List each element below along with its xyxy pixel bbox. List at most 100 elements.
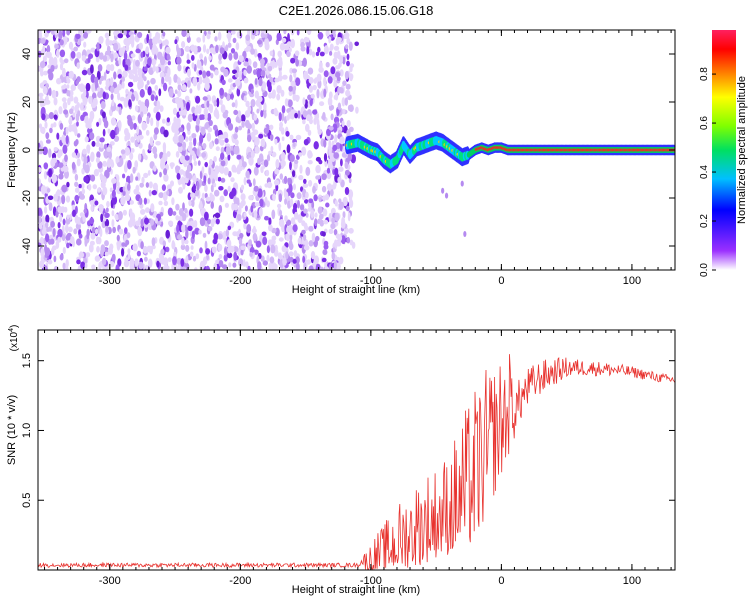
spectrogram-noise-cell: [52, 227, 56, 238]
spectrogram-noise-cell: [76, 158, 81, 167]
spectrogram-noise-cell: [42, 146, 48, 156]
spectrogram-noise-cell: [69, 108, 74, 115]
spectrogram-noise-cell: [186, 122, 191, 132]
spectrogram-noise-cell: [188, 135, 193, 142]
spectrogram-noise-cell: [48, 176, 52, 183]
spectrogram-noise-cell: [308, 240, 314, 247]
colorbar-tick-label: 0.8: [699, 67, 710, 81]
spectrogram-noise-cell: [317, 128, 322, 135]
spectrogram-noise-cell: [206, 100, 210, 108]
spectrogram-noise-cell: [148, 189, 152, 197]
spectrogram-noise-cell: [199, 217, 206, 227]
spectrogram-noise-cell: [51, 247, 55, 256]
spectrogram-noise-cell: [217, 31, 222, 41]
spectrogram-noise-cell: [287, 177, 291, 185]
spectrogram-noise-cell: [330, 66, 336, 75]
spectrogram-xtick-label: 0: [498, 275, 504, 287]
spectrogram-noise-cell: [304, 199, 309, 204]
spectrogram-noise-cell: [202, 44, 207, 53]
spectrogram-noise-cell: [100, 101, 106, 110]
spectrogram-noise-cell: [215, 259, 220, 264]
spectrogram-noise-cell: [155, 95, 158, 102]
spectrogram-noise-cell: [278, 193, 283, 203]
spectrogram-noise-cell: [266, 254, 270, 262]
spectrogram-noise-cell: [148, 67, 154, 75]
spectrogram-noise-cell: [310, 209, 315, 219]
spectrogram-noise-cell: [342, 56, 346, 65]
spectrogram-noise-cell: [236, 198, 240, 206]
spectrogram-noise-cell: [328, 228, 334, 234]
spectrogram-noise-cell: [269, 124, 274, 130]
spectrogram-noise-cell: [289, 154, 295, 163]
spectrogram-noise-cell: [319, 61, 323, 70]
spectrogram-noise-cell: [204, 161, 208, 168]
spectrogram-noise-cell: [245, 34, 251, 41]
spectrogram-noise-cell: [228, 88, 232, 95]
spectrogram-noise-cell: [47, 259, 53, 265]
spectrogram-noise-cell: [150, 77, 156, 85]
spectrogram-noise-cell: [125, 88, 129, 95]
spectrogram-noise-cell: [270, 60, 274, 67]
spectrogram-noise-cell: [110, 86, 115, 94]
spectrogram-noise-cell: [205, 196, 211, 202]
spectrogram-noise-cell: [96, 70, 101, 80]
spectrogram-noise-cell: [288, 251, 294, 257]
spectrogram-noise-cell: [38, 37, 41, 45]
spectrogram-noise-cell: [76, 51, 82, 59]
spectrogram-noise-cell: [158, 200, 163, 206]
spectrogram-noise-cell: [176, 57, 180, 62]
spectrogram-noise-cell: [348, 189, 354, 199]
spectrogram-noise-cell: [85, 82, 91, 92]
spectrogram-noise-cell: [138, 261, 144, 270]
spectrogram-noise-cell: [244, 205, 248, 212]
spectrogram-noise-cell: [243, 212, 247, 218]
spectrogram-noise-cell: [61, 225, 65, 234]
spectrogram-noise-cell: [219, 87, 225, 96]
spectrogram-noise-cell: [178, 127, 184, 133]
spectrogram-noise-cell: [323, 153, 328, 162]
spectrogram-noise-cell: [303, 234, 307, 241]
spectrogram-noise-cell: [154, 84, 159, 91]
spectrogram-noise-cell: [192, 76, 198, 87]
spectrogram-noise-cell: [73, 46, 78, 52]
spectrogram-noise-cell: [66, 84, 70, 89]
spectrogram-noise-cell: [323, 219, 329, 225]
spectrogram-noise-cell: [221, 79, 226, 86]
spectrogram-noise-cell: [149, 245, 153, 255]
spectrogram-noise-cell: [253, 185, 259, 192]
spectrogram-noise-cell: [177, 145, 183, 153]
spectrogram-noise-cell: [290, 38, 296, 49]
spectrogram-noise-cell: [147, 57, 152, 66]
spectrogram-noise-cell: [202, 33, 206, 43]
spectrogram-noise-cell: [50, 220, 55, 228]
spectrogram-noise-cell: [259, 234, 263, 242]
spectrogram-noise-cell: [329, 51, 333, 56]
spectrogram-noise-cell: [332, 144, 338, 152]
spectrogram-noise-cell: [215, 146, 220, 152]
spectrogram-noise-cell: [77, 266, 81, 270]
spectrogram-noise-cell: [129, 121, 134, 130]
spectrogram-noise-cell: [178, 215, 183, 222]
spectrogram-noise-cell: [197, 160, 201, 166]
spectrogram-noise-cell: [286, 50, 291, 58]
spectrogram-noise-cell: [88, 183, 92, 191]
spectrogram-noise-cell: [70, 51, 76, 59]
spectrogram-noise-cell: [122, 173, 126, 179]
spectrogram-noise-cell: [46, 44, 51, 54]
spectrogram-noise-cell: [87, 57, 91, 63]
spectrogram-noise-cell: [305, 166, 311, 176]
spectrogram-signal-track: [344, 131, 675, 237]
spectrogram-noise-cell: [299, 164, 303, 174]
spectrogram-noise-cell: [254, 202, 260, 207]
spectrogram-noise-cell: [255, 240, 262, 248]
spectrogram-noise-cell: [77, 133, 81, 138]
spectrogram-noise-cell: [213, 100, 217, 107]
spectrogram-noise-cell: [129, 173, 134, 183]
spectrogram-noise-cell: [124, 227, 128, 235]
spectrogram-noise-cell: [335, 91, 339, 101]
spectrogram-noise-cell: [180, 101, 184, 112]
spectrogram-noise-cell: [344, 169, 350, 176]
spectrogram-noise-cell: [270, 145, 274, 153]
spectrogram-noise-cell: [322, 249, 328, 256]
spectrogram-noise-cell: [55, 240, 60, 249]
